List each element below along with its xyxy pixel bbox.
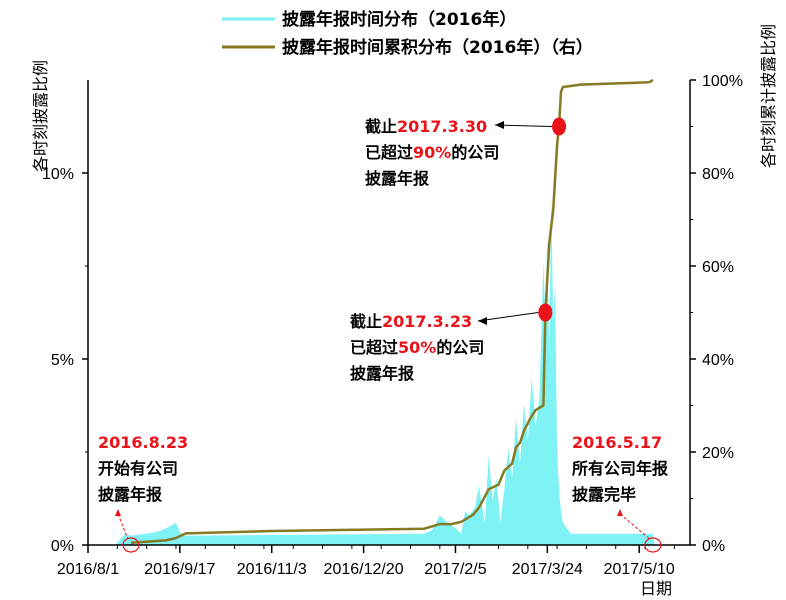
annotation-text-segment: 所有公司年报 bbox=[572, 459, 668, 478]
annotation-arrow-head bbox=[617, 509, 623, 516]
annotation-text-segment: 2017.3.30 bbox=[397, 117, 487, 136]
annotation-arrow-head bbox=[115, 509, 121, 516]
annotation-text-line: 披露年报 bbox=[98, 485, 162, 504]
annotation-text-line: 截止2017.3.30 bbox=[365, 117, 487, 136]
legend-label-cumulative: 披露年报时间累积分布（2016年）（右） bbox=[282, 37, 593, 58]
annotation-arrow-head bbox=[478, 317, 487, 325]
annotation-marker-dot bbox=[552, 117, 567, 136]
annotation-arrow-line bbox=[619, 513, 651, 540]
x-tick-label: 2017/3/24 bbox=[512, 561, 583, 578]
annotation-text-segment: 截止 bbox=[350, 312, 382, 331]
plot-area: 2016/8/1 2016/9/17 2016/11/3 2016/12/20 2017… bbox=[42, 73, 743, 578]
annotation-text-segment: 已超过 bbox=[350, 338, 398, 357]
annotation-text-line: 截止2017.3.23 bbox=[350, 312, 472, 331]
annotation-text-segment: 2016.8.23 bbox=[98, 433, 188, 452]
annotation-text-segment: 50% bbox=[398, 338, 436, 357]
x-tick-label: 2017/5/10 bbox=[604, 561, 675, 578]
annotation-arrow-head bbox=[495, 121, 504, 129]
annotation-text-segment: 90% bbox=[413, 143, 451, 162]
annotation-ring bbox=[122, 537, 140, 553]
y-left-tick-label: 5% bbox=[51, 352, 74, 369]
x-tick-label: 2016/9/17 bbox=[144, 561, 215, 578]
annotation-ring bbox=[644, 537, 662, 553]
annotation-arrow-line bbox=[494, 124, 553, 127]
annotation-text-line: 已超过90%的公司 bbox=[365, 143, 499, 162]
annotation-text-segment: 已超过 bbox=[365, 143, 413, 162]
x-tick-label: 2017/2/5 bbox=[424, 561, 486, 578]
annotation-text-segment: 披露完毕 bbox=[572, 485, 636, 504]
y-right-tick-label: 100% bbox=[702, 73, 743, 90]
y-axis-left-title: 各时刻披露比例 bbox=[31, 60, 50, 172]
annotation-text-line: 披露年报 bbox=[350, 364, 414, 383]
annotation-text-line: 开始有公司 bbox=[98, 459, 178, 478]
annotation-text-line: 已超过50%的公司 bbox=[350, 338, 484, 357]
annotation-text-line: 披露完毕 bbox=[572, 485, 636, 504]
annotation-arrow-line bbox=[477, 312, 539, 322]
annotation-text-segment: 的公司 bbox=[451, 143, 499, 162]
annotation-text-line: 2016.8.23 bbox=[98, 433, 188, 452]
annotation-text-segment: 2017.3.23 bbox=[382, 312, 472, 331]
annotation-text-segment: 截止 bbox=[365, 117, 397, 136]
y-left-tick-label: 0% bbox=[51, 538, 74, 555]
annotation-text-segment: 开始有公司 bbox=[98, 459, 178, 478]
y-right-tick-label: 0% bbox=[702, 538, 725, 555]
y-right-tick-label: 20% bbox=[702, 445, 734, 462]
annotation-text-line: 2016.5.17 bbox=[572, 433, 662, 452]
y-right-tick-label: 80% bbox=[702, 166, 734, 183]
annotation-marker-dot bbox=[538, 303, 553, 322]
annotation-text-line: 所有公司年报 bbox=[572, 459, 668, 478]
x-tick-label: 2016/8/1 bbox=[57, 561, 119, 578]
y-axis-right-title: 各时刻累计披露比例 bbox=[759, 24, 778, 168]
y-right-tick-label: 40% bbox=[702, 352, 734, 369]
x-tick-label: 2016/11/3 bbox=[237, 561, 307, 578]
annotation-text-segment: 披露年报 bbox=[365, 169, 429, 188]
x-axis-title: 日期 bbox=[640, 579, 672, 598]
annotation-text-segment: 披露年报 bbox=[98, 485, 162, 504]
annotation-text-segment: 的公司 bbox=[436, 338, 484, 357]
legend-label-distribution: 披露年报时间分布（2016年） bbox=[282, 9, 516, 30]
annotation-arrow-line bbox=[117, 513, 129, 540]
annotation-text-segment: 披露年报 bbox=[350, 364, 414, 383]
y-left-tick-label: 10% bbox=[42, 166, 74, 183]
x-tick-label: 2016/12/20 bbox=[324, 561, 404, 578]
legend: 披露年报时间分布（2016年） 披露年报时间累积分布（2016年）（右） bbox=[222, 9, 593, 58]
series-distribution-area bbox=[115, 195, 655, 546]
annotation-text-line: 披露年报 bbox=[365, 169, 429, 188]
annotation-text-segment: 2016.5.17 bbox=[572, 433, 662, 452]
y-right-tick-label: 60% bbox=[702, 259, 734, 276]
